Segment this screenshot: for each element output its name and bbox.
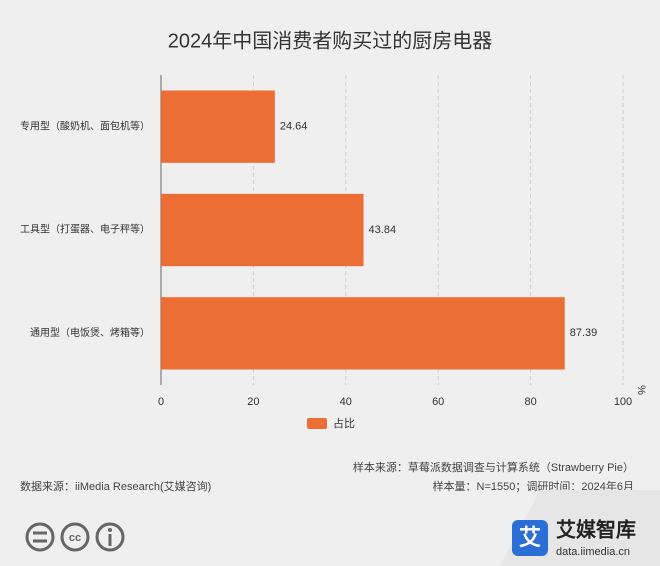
x-tick-label: 60	[432, 396, 444, 408]
x-tick-label: 0	[158, 396, 164, 408]
bar	[161, 193, 364, 267]
svg-text:cc: cc	[69, 532, 81, 544]
logo-url: data.iimedia.cn	[556, 546, 630, 558]
value-label: 43.84	[369, 224, 397, 236]
x-tick-label: 20	[247, 396, 259, 408]
legend-label: 占比	[333, 416, 355, 430]
data-source: 数据来源：iiMedia Research(艾媒咨询)	[20, 479, 211, 493]
x-tick-label: 80	[524, 396, 536, 408]
bar	[161, 297, 565, 370]
value-label: 24.64	[280, 121, 308, 133]
chart-title: 2024年中国消费者购买过的厨房电器	[168, 29, 493, 52]
bar	[161, 90, 275, 163]
logo-mark: 艾	[519, 525, 541, 550]
x-unit: %	[635, 385, 647, 395]
sample-source: 样本来源：草莓派数据调查与计算系统（Strawberry Pie）	[353, 460, 634, 474]
x-tick-label: 40	[340, 396, 352, 408]
legend-swatch	[307, 418, 327, 429]
logo-name: 艾媒智库	[556, 517, 636, 541]
logo-icon	[512, 520, 548, 556]
y-tick-label: 工具型（打蛋器、电子秤等）	[20, 223, 150, 236]
value-label: 87.39	[570, 327, 598, 339]
cc-icons: cc	[25, 522, 125, 552]
sample-size: 样本量：N=1550；调研时间：2024年6月	[433, 479, 634, 493]
y-tick-label: 通用型（电饭煲、烤箱等）	[30, 326, 150, 339]
x-tick-label: 100	[614, 396, 632, 408]
y-tick-label: 专用型（酸奶机、面包机等）	[20, 119, 150, 132]
